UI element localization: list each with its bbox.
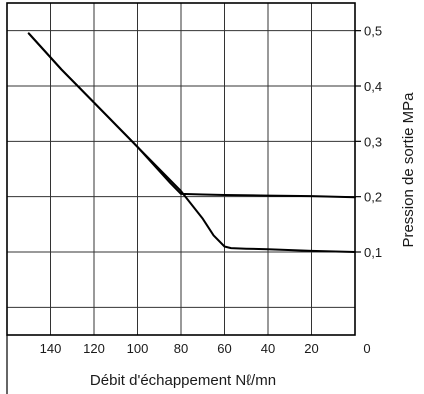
- x-tick-label: 100: [127, 341, 149, 356]
- x-tick-label: 20: [304, 341, 318, 356]
- x-axis-title: Débit d'échappement Nℓ/mn: [90, 372, 276, 389]
- x-tick-label: 80: [174, 341, 188, 356]
- x-tick-labels: 140 120 100 80 60 40 20 0: [40, 341, 371, 356]
- x-tick-label: 60: [217, 341, 231, 356]
- x-tick-label: 0: [363, 341, 370, 356]
- series-line-1: [27, 32, 356, 199]
- y-tick-label: 0,5: [364, 24, 382, 39]
- y-tick-label: 0,3: [364, 134, 382, 149]
- series-line-2: [27, 32, 356, 253]
- grid: [7, 3, 355, 335]
- y-tick-label: 0,1: [364, 245, 382, 260]
- x-tick-label: 140: [40, 341, 62, 356]
- plot-frame: [6, 2, 356, 336]
- y-axis-title: Pression de sortie MPa: [400, 92, 417, 248]
- y-tick-label: 0,4: [364, 79, 382, 94]
- x-tick-label: 120: [83, 341, 105, 356]
- series-layer: [27, 32, 356, 253]
- y-tick-label: 0,2: [364, 190, 382, 205]
- y-tick-labels: 0,5 0,4 0,3 0,2 0,1: [355, 24, 382, 260]
- x-tick-label: 40: [261, 341, 275, 356]
